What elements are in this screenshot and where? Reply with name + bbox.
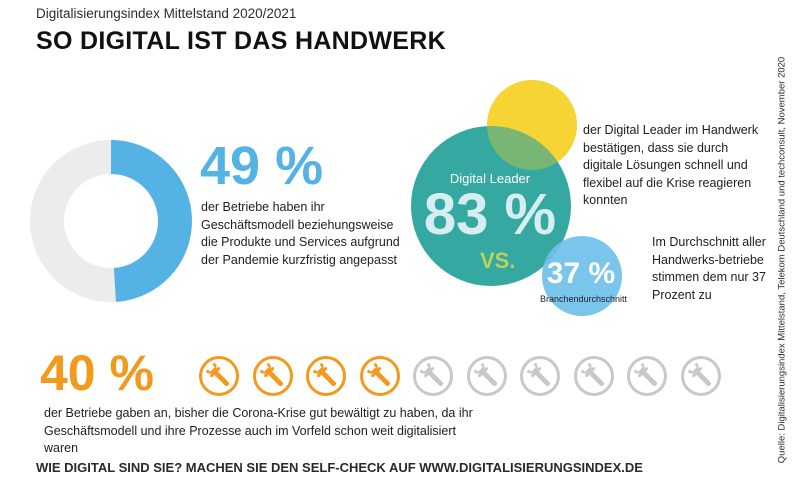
- average-circle: [542, 236, 622, 316]
- wrench-icon: [359, 356, 400, 396]
- subtitle: Digitalisierungsindex Mittelstand 2020/2…: [36, 6, 297, 21]
- donut-chart: [30, 140, 192, 302]
- source-text: Quelle: Digitalisierungsindex Mittelstan…: [776, 56, 788, 464]
- donut-fill: [30, 140, 192, 302]
- wrench-icon: [413, 356, 453, 396]
- average-value: 37 %: [546, 257, 616, 290]
- vs-label: VS.: [480, 248, 516, 273]
- wrench-icon: [627, 356, 667, 396]
- wrench-icon: [466, 356, 507, 396]
- wrench-icon: [573, 356, 614, 396]
- self-check-cta: WIE DIGITAL SIND SIE? MACHEN SIE DEN SEL…: [36, 460, 643, 475]
- leader-label: Digital Leader: [449, 171, 531, 186]
- leader-circle: [411, 126, 571, 286]
- source-note: Quelle: Digitalisierungsindex Mittelstan…: [774, 56, 790, 464]
- wrench-icon: [680, 356, 721, 396]
- comparison-circles: [411, 80, 622, 316]
- leader-value: 83 %: [423, 182, 557, 247]
- average-label: Branchendurchschnitt: [540, 294, 628, 304]
- stat-crisis-description: der Betriebe gaben an, bisher die Corona…: [44, 406, 473, 455]
- wrench-icon: [306, 356, 346, 396]
- leader-description: der Digital Leader im Handwerk bestätige…: [583, 123, 759, 207]
- yellow-overlap: [487, 80, 577, 170]
- page-title: SO DIGITAL IST DAS HANDWERK: [36, 27, 446, 55]
- stat-adapted-description: der Betriebe haben ihr Geschäftsmodell b…: [201, 200, 400, 267]
- average-description: Im Durchschnitt aller Handwerks-betriebe…: [652, 235, 766, 302]
- wrench-icon: [199, 356, 239, 396]
- wrench-icon: [252, 356, 293, 396]
- wrench-icon: [520, 356, 560, 396]
- stat-crisis-value: 40 %: [40, 345, 154, 401]
- stat-adapted-value: 49 %: [200, 136, 324, 196]
